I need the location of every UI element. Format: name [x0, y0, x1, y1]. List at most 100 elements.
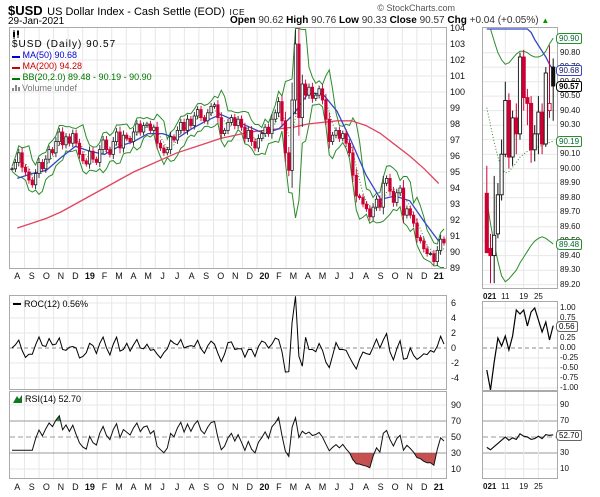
axis-tick-label: 89.60 [560, 221, 581, 231]
axis-tick-label: D [72, 271, 79, 281]
low-label: Low [338, 15, 359, 26]
axis-tick-label: 90.20 [560, 134, 581, 144]
axis-tick-label: 19 [519, 482, 529, 491]
axis-tick-label: 103 [450, 39, 466, 49]
legend-ma200: MA(200) 94.28 [12, 61, 152, 72]
axis-tick-label: 90 [560, 400, 569, 409]
axis-tick-label: A [363, 271, 370, 281]
axis-tick-label: M [144, 482, 152, 492]
axis-tick-label: A [363, 482, 370, 492]
axis-tick-label: 21 [433, 271, 444, 281]
axis-tick-label: A [304, 271, 311, 281]
axis-tick-label: 99 [450, 103, 461, 113]
axis-tick-label: A [130, 482, 137, 492]
rsi-zoom-panel [482, 391, 558, 479]
axis-tick-label: 10 [451, 464, 462, 474]
roc-panel [9, 295, 447, 390]
price-callout: 90.90 [556, 33, 583, 45]
axis-tick-label: A [14, 271, 21, 281]
axis-tick-label: 25 [533, 482, 543, 491]
axis-tick-label: -0.25 [560, 353, 579, 362]
axis-tick-label: 90.30 [560, 120, 581, 130]
roc-legend-text: ROC(12) 0.56% [24, 299, 89, 309]
axis-tick-label: A [130, 271, 137, 281]
axis-tick-label: 95 [450, 167, 461, 177]
ma200-line-icon [12, 67, 20, 69]
axis-tick-label: 93 [450, 199, 461, 209]
price-callout: 90.68 [556, 65, 583, 77]
axis-tick-label: S [28, 482, 35, 492]
axis-tick-label: N [406, 271, 413, 281]
axis-tick-label: S [203, 271, 210, 281]
legend-ma200-text: MA(200) 94.28 [22, 61, 83, 71]
axis-tick-label: D [420, 271, 428, 281]
chg-value: +0.04 (+0.05%) [469, 15, 539, 26]
axis-tick-label: M [318, 482, 327, 492]
change-up-arrow-icon: ▲ [541, 16, 550, 25]
legend-ma50-text: MA(50) 90.68 [22, 50, 78, 60]
axis-tick-label: 89.80 [560, 192, 581, 202]
axis-tick-label: 90 [451, 400, 462, 410]
axis-tick-label: J [160, 271, 165, 281]
main-price-panel [9, 27, 447, 269]
axis-tick-label: O [42, 482, 50, 492]
high-value: 90.76 [311, 15, 337, 26]
axis-tick-label: S [377, 482, 384, 492]
axis-tick-label: F [276, 271, 282, 281]
axis-tick-label: D [420, 482, 428, 492]
high-label: High [286, 15, 309, 26]
chg-label: Chg [447, 15, 467, 26]
axis-tick-label: 0.00 [560, 343, 576, 352]
axis-tick-label: 90.00 [560, 163, 581, 173]
axis-tick-label: M [115, 482, 123, 492]
axis-tick-label: 89.90 [560, 178, 581, 188]
open-value: 90.62 [258, 15, 284, 26]
axis-tick-label: A [304, 482, 311, 492]
axis-tick-label: 97 [450, 135, 461, 145]
axis-tick-label: 0.75 [560, 313, 576, 322]
axis-tick-label: 0.25 [560, 333, 576, 342]
axis-tick-label: S [28, 271, 35, 281]
axis-tick-label: M [289, 482, 298, 492]
axis-tick-label: 19 [519, 292, 529, 301]
axis-tick-label: 70 [560, 416, 569, 425]
axis-tick-label: N [57, 271, 65, 281]
zoom-price-panel [482, 27, 558, 289]
axis-tick-label: M [318, 271, 327, 281]
axis-tick-label: -1.00 [560, 383, 579, 392]
rsi-legend-text: RSI(14) 52.70 [25, 394, 82, 404]
axis-tick-label: O [391, 271, 399, 281]
axis-tick-label: 2 [451, 328, 457, 338]
axis-tick-label: 19 [84, 271, 95, 281]
rsi-area-icon [13, 395, 22, 403]
axis-tick-label: 50 [451, 432, 462, 442]
axis-tick-label: 89.40 [560, 250, 581, 260]
axis-tick-label: 70 [451, 416, 462, 426]
axis-tick-label: 25 [533, 292, 543, 301]
axis-tick-label: 89.70 [560, 207, 581, 217]
axis-tick-label: 021 [483, 482, 497, 491]
axis-tick-label: A [14, 482, 21, 492]
axis-tick-label: 89 [450, 263, 461, 273]
axis-tick-label: 19 [84, 482, 95, 492]
roc-zoom-panel [482, 301, 558, 391]
axis-tick-label: M [289, 271, 298, 281]
ma50-line-icon [12, 56, 20, 58]
main-legend: $USD (Daily) 90.57 MA(50) 90.68 MA(200) … [12, 30, 152, 94]
low-value: 90.33 [361, 15, 387, 26]
axis-tick-label: F [276, 482, 282, 492]
roc-line-icon [13, 303, 21, 305]
axis-tick-label: 90 [450, 247, 461, 257]
axis-tick-label: -4 [451, 373, 460, 383]
roc-legend: ROC(12) 0.56% [13, 299, 88, 309]
axis-tick-label: O [217, 271, 225, 281]
axis-tick-label: 4 [451, 313, 457, 323]
price-callout: 0.56 [556, 320, 578, 332]
axis-tick-label: O [42, 271, 50, 281]
axis-tick-label: O [391, 482, 399, 492]
axis-tick-label: D [246, 271, 254, 281]
legend-main: $USD (Daily) 90.57 [12, 39, 117, 50]
rsi-panel [9, 391, 447, 479]
axis-tick-label: S [203, 482, 210, 492]
axis-tick-label: J [334, 271, 340, 281]
